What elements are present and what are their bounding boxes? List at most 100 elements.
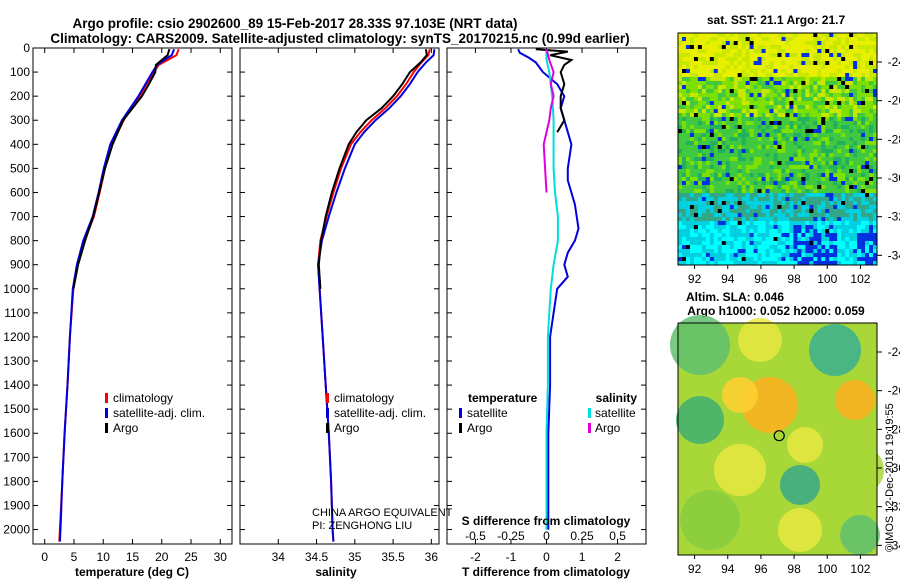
- sst-cell: [853, 57, 858, 62]
- sst-cell: [733, 109, 738, 114]
- sst-cell: [805, 157, 810, 162]
- sst-cell: [833, 97, 838, 102]
- sst-cell: [797, 245, 802, 250]
- sst-cell: [733, 105, 738, 110]
- sst-cell: [761, 165, 766, 170]
- sst-cell: [837, 193, 842, 198]
- sst-cell: [681, 117, 687, 122]
- sst-cell: [697, 85, 703, 90]
- sst-cell: [849, 137, 854, 142]
- sst-cell: [689, 85, 695, 90]
- sst-cell: [841, 149, 846, 154]
- sst-cell: [841, 37, 846, 42]
- sst-cell: [841, 157, 846, 162]
- sst-cell: [841, 237, 846, 242]
- sst-cell: [865, 65, 870, 70]
- sst-cell: [689, 161, 695, 166]
- sst-cell: [825, 101, 830, 106]
- sst-cell: [797, 105, 802, 110]
- sst-cell: [701, 109, 707, 114]
- sst-cell: [753, 57, 758, 62]
- sst-cell: [725, 89, 731, 94]
- sst-cell: [813, 185, 818, 190]
- sst-cell: [678, 101, 683, 106]
- sst-cell: [861, 205, 866, 210]
- sst-cell: [678, 105, 683, 110]
- sst-cell: [709, 205, 715, 210]
- sst-cell: [829, 85, 834, 90]
- sst-cell: [785, 97, 790, 102]
- sst-cell: [841, 125, 846, 130]
- sst-cell: [685, 49, 691, 54]
- sst-cell: [821, 157, 826, 162]
- sst-cell: [678, 253, 683, 258]
- sst-cell: [737, 125, 742, 130]
- sst-cell: [725, 237, 731, 242]
- sst-cell: [801, 185, 806, 190]
- sst-cell: [837, 57, 842, 62]
- sst-cell: [697, 221, 703, 226]
- sst-cell: [837, 117, 842, 122]
- sst-cell: [709, 49, 715, 54]
- sst-cell: [801, 49, 806, 54]
- sst-cell: [737, 129, 742, 134]
- sst-cell: [861, 121, 866, 126]
- sst-cell: [729, 81, 735, 86]
- sst-cell: [729, 241, 735, 246]
- sst-cell: [857, 249, 862, 254]
- sst-cell: [837, 213, 842, 218]
- sst-cell: [761, 41, 766, 46]
- sst-cell: [777, 49, 782, 54]
- sst-cell: [717, 137, 723, 142]
- sst-cell: [817, 173, 822, 178]
- sst-cell: [765, 65, 770, 70]
- sst-cell: [865, 85, 870, 90]
- sst-cell: [809, 229, 814, 234]
- sst-cell: [685, 165, 691, 170]
- sst-cell: [741, 137, 746, 142]
- sst-cell: [721, 33, 727, 38]
- sst-cell: [769, 245, 774, 250]
- sst-cell: [801, 189, 806, 194]
- sst-cell: [713, 257, 719, 262]
- sst-cell: [761, 213, 766, 218]
- sst-cell: [821, 193, 826, 198]
- difference-panel: -2 -1 0 1 2 -0.5 -0.25 0 0.25 0.5 T difference f…: [446, 47, 647, 579]
- sst-cell: [749, 201, 754, 206]
- sst-cell: [689, 245, 695, 250]
- sst-cell: [685, 133, 691, 138]
- sst-cell: [689, 69, 695, 74]
- sst-cell: [773, 153, 778, 158]
- sst-cell: [797, 121, 802, 126]
- sst-cell: [757, 197, 762, 202]
- sst-cell: [693, 33, 699, 38]
- sst-cell: [769, 73, 774, 78]
- sst-cell: [737, 33, 742, 38]
- x-tick-label: 25: [184, 550, 198, 564]
- sst-cell: [741, 41, 746, 46]
- sst-cell: [757, 57, 762, 62]
- sst-cell: [753, 41, 758, 46]
- sst-cell: [697, 129, 703, 134]
- sst-cell: [789, 33, 794, 38]
- sst-cell: [685, 85, 691, 90]
- sst-cell: [733, 89, 738, 94]
- sst-cell: [869, 73, 874, 78]
- sst-cell: [809, 121, 814, 126]
- sst-cell: [685, 137, 691, 142]
- sst-cell: [825, 229, 830, 234]
- sst-cell: [725, 253, 731, 258]
- sst-cell: [793, 241, 798, 246]
- sst-cell: [729, 225, 735, 230]
- sst-cell: [829, 93, 834, 98]
- sst-cell: [821, 73, 826, 78]
- sst-cell: [681, 129, 687, 134]
- sst-heatmap-cells: [678, 33, 878, 266]
- sst-cell: [801, 89, 806, 94]
- sst-cell: [837, 149, 842, 154]
- sst-cell: [789, 145, 794, 150]
- temperature-panel: 0100200300400500600700800900100011001200…: [3, 41, 233, 579]
- sst-cell: [785, 177, 790, 182]
- sst-cell: [729, 245, 735, 250]
- sst-cell: [717, 229, 723, 234]
